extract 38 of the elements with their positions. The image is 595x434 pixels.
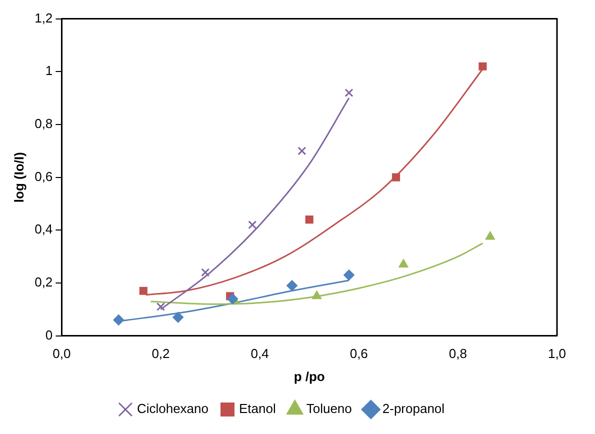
point bbox=[344, 88, 354, 98]
x-tick-label: 0,0 bbox=[52, 346, 71, 362]
point bbox=[286, 280, 298, 292]
line-series bbox=[160, 97, 350, 310]
point bbox=[227, 293, 238, 304]
y-tick-label: 1 bbox=[45, 63, 53, 78]
line-series bbox=[150, 242, 484, 305]
point bbox=[172, 312, 184, 323]
y-tick-label: 1,2 bbox=[34, 10, 53, 26]
x-tick-label: 1,0 bbox=[548, 346, 566, 362]
point bbox=[305, 216, 314, 224]
y-tick-label: 0,8 bbox=[34, 116, 53, 132]
x-tick-label: 0,4 bbox=[250, 346, 269, 362]
point bbox=[113, 314, 124, 326]
y-tick-label: 0,6 bbox=[34, 168, 53, 184]
point bbox=[485, 231, 495, 240]
point bbox=[312, 290, 322, 300]
x-tick-label: 0,2 bbox=[152, 346, 170, 362]
x-axis-title: p /po bbox=[294, 368, 325, 384]
y-tick-label: 0 bbox=[45, 327, 53, 342]
point bbox=[156, 302, 166, 312]
legend-label: Etanol bbox=[238, 401, 276, 416]
point bbox=[248, 220, 257, 230]
point bbox=[201, 268, 210, 277]
x-tick-label: 0,6 bbox=[350, 346, 368, 362]
y-axis-title: log (Io/I) bbox=[11, 152, 26, 203]
point bbox=[139, 286, 148, 295]
point bbox=[392, 173, 400, 182]
y-tick-label: 0,4 bbox=[34, 222, 53, 237]
legend-label: Tolueno bbox=[306, 401, 352, 416]
point bbox=[478, 62, 487, 70]
x-tick-label: 0,8 bbox=[448, 346, 467, 362]
y-tick-label: 0,2 bbox=[34, 274, 53, 290]
point bbox=[298, 146, 306, 156]
point bbox=[343, 270, 354, 281]
legend-label: Ciclohexano bbox=[136, 401, 208, 416]
legend-label: 2-propanol bbox=[382, 401, 445, 416]
point bbox=[398, 258, 408, 268]
